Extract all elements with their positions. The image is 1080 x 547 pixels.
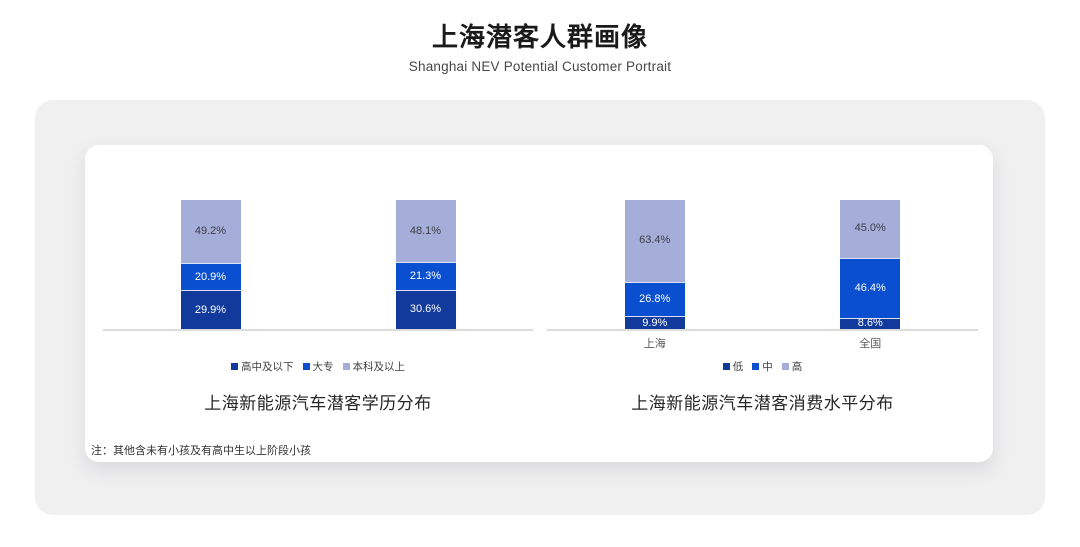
x-axis-labels	[103, 331, 533, 351]
bar-segment: 45.0%	[840, 199, 901, 259]
bar-segment: 9.9%	[624, 316, 685, 329]
category-label	[396, 335, 456, 351]
stacked-bar: 49.2% 20.9% 29.9%	[180, 199, 241, 329]
legend: 低中高	[547, 359, 978, 374]
legend-label: 高	[791, 360, 803, 373]
legend-label: 本科及以上	[352, 360, 406, 373]
legend-label: 高中及以下	[241, 360, 294, 373]
value-label: 8.6%	[857, 317, 883, 330]
value-label: 30.6%	[409, 303, 442, 316]
stacked-bar: 63.4% 26.8% 9.9%	[624, 199, 685, 329]
bar-segment: 49.2%	[180, 199, 241, 264]
chart-title: 上海新能源汽车潜客学历分布	[204, 394, 432, 413]
value-label: 21.3%	[409, 269, 442, 282]
bar-segment: 30.6%	[395, 289, 456, 329]
stacked-bar: 45.0% 46.4% 8.6%	[840, 199, 901, 330]
chart-title: 上海新能源汽车潜客消费水平分布	[631, 394, 894, 413]
consumption-level-chart: 63.4% 26.8% 9.9% 45.0% 46.4% 8.6% 上海 全国 低 中 高 上海…	[539, 145, 993, 462]
bar-segment: 29.9%	[180, 290, 241, 329]
plot-area: 49.2% 20.9% 29.9% 48.1% 21.3% 30.6%	[103, 199, 533, 331]
page-title: 上海潜客人群画像	[431, 22, 648, 52]
value-label: 48.1%	[409, 224, 442, 237]
legend-item: 中	[752, 359, 773, 374]
legend-label: 大专	[312, 360, 334, 373]
footnote: 注：其他含未有小孩及有高中生以上阶段小孩	[91, 445, 311, 457]
value-label: 49.2%	[194, 225, 227, 238]
bar-segment: 8.6%	[840, 317, 901, 330]
legend-label: 中	[762, 360, 773, 373]
bar-segment: 26.8%	[624, 281, 685, 317]
legend: 高中及以下 大专 本科及以上	[103, 359, 533, 374]
legend-swatch-icon	[781, 362, 789, 370]
legend-item: 低	[722, 359, 744, 374]
plot-area: 63.4% 26.8% 9.9% 45.0% 46.4% 8.6%	[547, 199, 978, 331]
legend-swatch-icon	[722, 362, 730, 370]
stacked-bar: 48.1% 21.3% 30.6%	[395, 200, 456, 329]
bar-segment: 63.4%	[624, 199, 685, 282]
category-label: 上海	[643, 338, 666, 350]
bar-segment: 46.4%	[840, 258, 901, 318]
value-label: 63.4%	[639, 234, 671, 247]
value-label: 29.9%	[194, 303, 227, 316]
bar-segment: 20.9%	[180, 263, 241, 291]
category-label	[181, 335, 241, 351]
bar-segment: 48.1%	[395, 200, 456, 262]
legend-swatch-icon	[342, 362, 350, 370]
legend-item: 高	[781, 359, 803, 374]
chart-panel: 49.2% 20.9% 29.9% 48.1% 21.3% 30.6% 高中及以下 大专 本科…	[85, 145, 993, 462]
legend-label: 低	[732, 360, 744, 373]
legend-swatch-icon	[231, 362, 238, 370]
value-label: 46.4%	[854, 281, 886, 294]
education-distribution-chart: 49.2% 20.9% 29.9% 48.1% 21.3% 30.6% 高中及以下 大专 本科…	[85, 145, 539, 462]
category-label: 全国	[859, 338, 882, 350]
legend-swatch-icon	[302, 362, 310, 370]
x-axis-labels: 上海 全国	[547, 331, 978, 351]
legend-item: 大专	[302, 359, 334, 374]
bar-segment: 21.3%	[395, 262, 456, 290]
charts-row: 49.2% 20.9% 29.9% 48.1% 21.3% 30.6% 高中及以下 大专 本科…	[85, 145, 993, 462]
page-subtitle: Shanghai NEV Potential Customer Portrait	[408, 59, 672, 75]
report-card: 49.2% 20.9% 29.9% 48.1% 21.3% 30.6% 高中及以下 大专 本科…	[35, 100, 1045, 515]
value-label: 9.9%	[642, 316, 668, 329]
value-label: 45.0%	[854, 222, 886, 235]
value-label: 20.9%	[194, 270, 227, 283]
value-label: 26.8%	[639, 292, 671, 305]
page-header: 上海潜客人群画像 Shanghai NEV Potential Customer…	[0, 0, 1080, 74]
legend-item: 本科及以上	[342, 359, 406, 374]
legend-item: 高中及以下	[231, 359, 294, 374]
legend-swatch-icon	[752, 362, 760, 370]
